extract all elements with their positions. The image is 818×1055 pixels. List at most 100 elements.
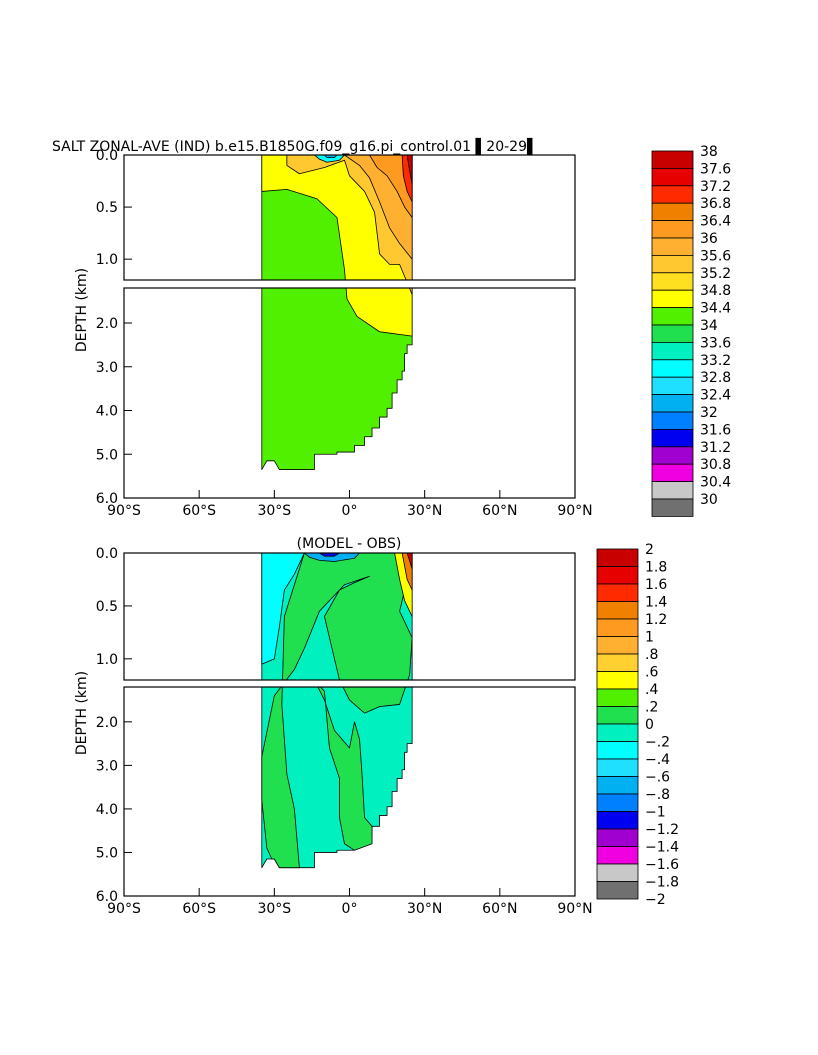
colorbar-label: 32.4	[700, 388, 731, 404]
colorbar-label: 38	[700, 144, 718, 160]
colorbar-label: 1.2	[645, 612, 667, 628]
colorbar-swatch	[651, 481, 694, 500]
colorbar-label: 32	[700, 405, 718, 421]
colorbar-swatch	[651, 289, 694, 309]
x-tick-label: 60°S	[182, 901, 216, 917]
colorbar-label: 30	[700, 492, 718, 508]
colorbar-swatch	[596, 566, 639, 585]
colorbar-swatch	[651, 428, 694, 448]
colorbar-label: −.2	[645, 735, 670, 751]
colorbar-label: 2	[645, 542, 654, 558]
lower-section-fill	[261, 288, 413, 470]
colorbar-swatch	[651, 220, 694, 239]
colorbar-swatch	[596, 636, 639, 655]
colorbar-label: .2	[645, 700, 658, 716]
colorbar-swatch	[651, 411, 694, 430]
colorbar-swatch	[651, 498, 694, 517]
colorbar-label: 30.4	[700, 475, 731, 491]
colorbar-swatch	[596, 601, 639, 620]
colorbar-swatch	[596, 758, 639, 777]
colorbar-label: 35.6	[700, 248, 731, 264]
y-tick-label: 1.0	[96, 252, 118, 268]
upper-section-fill	[261, 155, 413, 280]
colorbar-label: 33.6	[700, 335, 731, 351]
colorbar-swatch	[651, 359, 694, 378]
colorbar-swatch	[651, 237, 694, 256]
bias-main-band	[261, 687, 413, 869]
colorbar-swatch	[651, 394, 694, 413]
colorbar-swatch	[651, 167, 694, 187]
colorbar-label: 1.8	[645, 560, 667, 576]
colorbar-label: 1.4	[645, 595, 667, 611]
x-tick-label: 0°	[342, 901, 358, 917]
y-tick-label: 3.0	[96, 360, 118, 376]
colorbar-swatch	[596, 706, 639, 725]
colorbar-label: 33.2	[700, 353, 731, 369]
y-tick-label: 3.0	[96, 758, 118, 774]
colorbar-swatch	[596, 776, 639, 795]
x-tick-label: 30°N	[407, 503, 442, 519]
y-tick-label: 5.0	[96, 447, 118, 463]
y-tick-label: 0.5	[96, 200, 118, 216]
chart-title: SALT ZONAL-AVE (IND) b.e15.B1850G.f09_g1…	[52, 137, 538, 155]
x-tick-label: 30°S	[257, 901, 291, 917]
bias-south-negative-band	[261, 553, 305, 665]
colorbar-label: .4	[645, 682, 658, 698]
y-tick-label: 4.0	[96, 404, 118, 420]
colorbar-label: −.8	[645, 787, 670, 803]
x-tick-label: 30°N	[407, 901, 442, 917]
salinity-north-upper-band	[345, 288, 413, 337]
salinity-surface-max-band	[406, 155, 413, 185]
colorbar-label: 1	[645, 630, 654, 646]
x-tick-label: 90°N	[557, 901, 592, 917]
colorbar-label: 36.4	[700, 214, 731, 230]
x-tick-label: 30°S	[257, 503, 291, 519]
colorbar-label: 0	[645, 717, 654, 733]
upper-frame	[123, 154, 576, 281]
y-tick-label: 0.0	[96, 546, 118, 562]
colorbar-label: −1.2	[645, 822, 679, 838]
x-tick-label: 60°N	[482, 901, 517, 917]
colorbar-label: .8	[645, 647, 658, 663]
salinity-panel: 0.0 0.5 1.0 2.0 3.0 4.0 5.0 6.090°S 60°S 30°S 0° 30…	[74, 144, 731, 519]
y-tick-label: 5.0	[96, 845, 118, 861]
colorbar-label: −2	[645, 892, 666, 908]
colorbar-swatch	[596, 671, 639, 690]
colorbar-swatch	[651, 446, 694, 465]
colorbar-swatch	[596, 653, 639, 672]
x-tick-label: 60°S	[182, 503, 216, 519]
colorbar-label: 30.8	[700, 457, 731, 473]
colorbar-label: 31.2	[700, 440, 731, 456]
y-tick-label: 6.0	[96, 889, 118, 905]
colorbar-swatch	[596, 881, 639, 900]
colorbar-swatch	[651, 254, 694, 274]
colorbar-swatch	[596, 846, 639, 865]
x-tick-label: 90°S	[107, 503, 141, 519]
colorbar-label: −.6	[645, 770, 670, 786]
salinity-fresh-surface-band	[314, 155, 345, 163]
upper-section-fill	[261, 553, 413, 680]
y-tick-label: 6.0	[96, 491, 118, 507]
colorbar-swatch	[596, 811, 639, 830]
colorbar-label: 34.8	[700, 283, 731, 299]
colorbar-label: 31.6	[700, 422, 731, 438]
colorbar-swatch	[596, 548, 639, 567]
colorbar: 3837.637.236.836.43635.635.234.834.43433…	[651, 144, 731, 517]
y-tick-label: 4.0	[96, 802, 118, 818]
colorbar-swatch	[596, 583, 639, 602]
colorbar-label: 35.2	[700, 266, 731, 282]
colorbar-swatch	[596, 723, 639, 742]
chart-subtitle: (MODEL - OBS)	[297, 536, 402, 552]
colorbar-swatch	[651, 307, 694, 326]
colorbar-swatch	[596, 741, 639, 760]
colorbar-label: .6	[645, 665, 658, 681]
bias-deep-positive-tongue	[317, 687, 373, 851]
y-tick-label: 2.0	[96, 715, 118, 731]
colorbar-swatch	[596, 793, 639, 812]
x-tick-label: 60°N	[482, 503, 517, 519]
y-axis-label: DEPTH (km)	[74, 671, 90, 755]
x-tick-label: 90°N	[557, 503, 592, 519]
y-tick-label: 0.0	[96, 148, 118, 164]
y-axis-label: DEPTH (km)	[74, 268, 90, 352]
